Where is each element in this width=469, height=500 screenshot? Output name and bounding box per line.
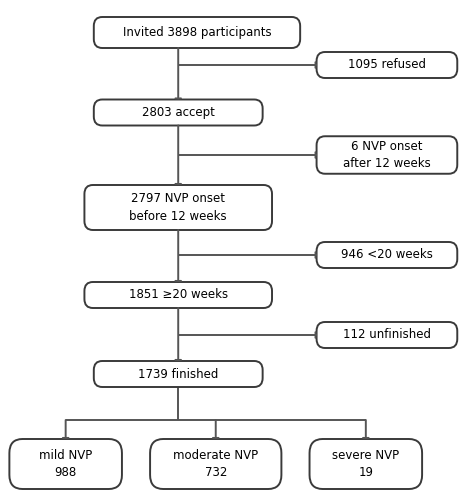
- Text: 112 unfinished: 112 unfinished: [343, 328, 431, 342]
- FancyBboxPatch shape: [317, 242, 457, 268]
- FancyBboxPatch shape: [317, 322, 457, 348]
- Text: severe NVP
19: severe NVP 19: [332, 449, 400, 479]
- Text: 1739 finished: 1739 finished: [138, 368, 219, 380]
- FancyBboxPatch shape: [94, 361, 263, 387]
- Text: 2797 NVP onset
before 12 weeks: 2797 NVP onset before 12 weeks: [129, 192, 227, 222]
- FancyBboxPatch shape: [150, 439, 281, 489]
- FancyBboxPatch shape: [94, 100, 263, 126]
- FancyBboxPatch shape: [317, 136, 457, 174]
- FancyBboxPatch shape: [84, 282, 272, 308]
- Text: 1851 ≥20 weeks: 1851 ≥20 weeks: [129, 288, 228, 302]
- Text: moderate NVP
732: moderate NVP 732: [173, 449, 258, 479]
- Text: 2803 accept: 2803 accept: [142, 106, 215, 119]
- FancyBboxPatch shape: [9, 439, 122, 489]
- Text: mild NVP
988: mild NVP 988: [39, 449, 92, 479]
- Text: 1095 refused: 1095 refused: [348, 58, 426, 71]
- FancyBboxPatch shape: [94, 17, 300, 48]
- FancyBboxPatch shape: [84, 185, 272, 230]
- FancyBboxPatch shape: [310, 439, 422, 489]
- Text: 946 <20 weeks: 946 <20 weeks: [341, 248, 433, 262]
- FancyBboxPatch shape: [317, 52, 457, 78]
- Text: 6 NVP onset
after 12 weeks: 6 NVP onset after 12 weeks: [343, 140, 431, 170]
- Text: Invited 3898 participants: Invited 3898 participants: [123, 26, 271, 39]
